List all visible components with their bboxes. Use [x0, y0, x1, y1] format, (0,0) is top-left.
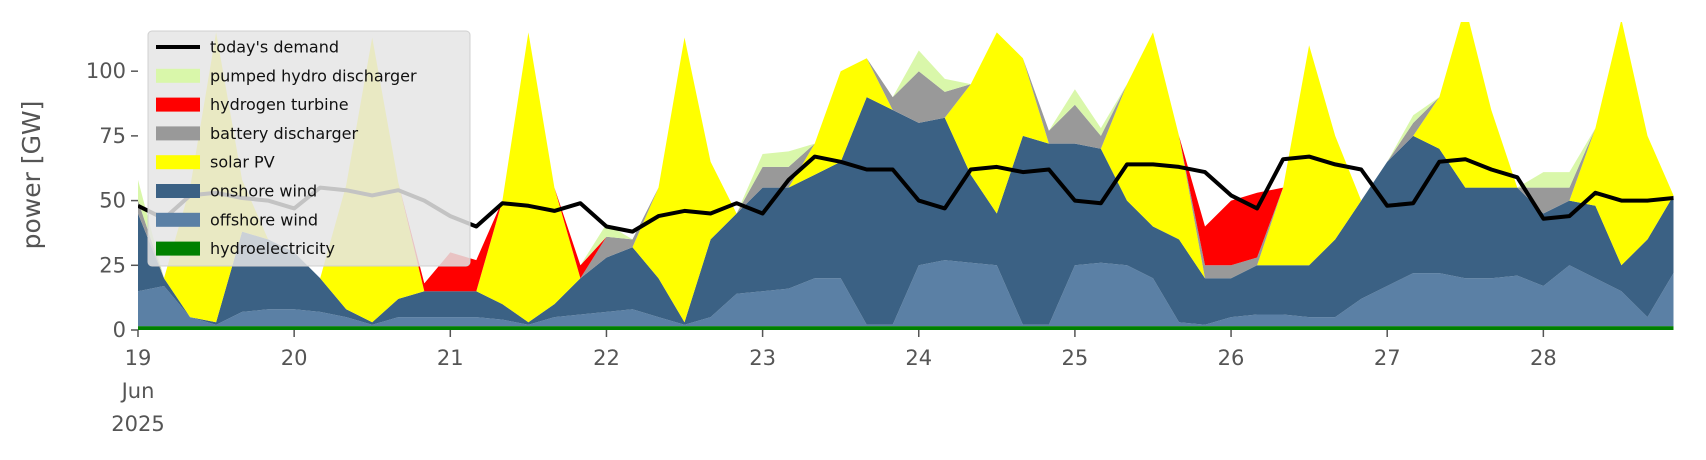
area: [138, 22, 1674, 323]
legend-label: solar PV: [210, 153, 275, 172]
axes: 0 25 50 75 100 19 Jun 2025 20 21 22 23 24 25 26 27 28: [86, 59, 1557, 436]
x-tick-label: 23: [749, 346, 776, 370]
y-tick-label: 25: [99, 253, 126, 277]
legend-label: onshore wind: [210, 182, 317, 201]
plot-area: [138, 22, 1674, 330]
x-tick-label: 22: [593, 346, 620, 370]
x-tick-label: 24: [905, 346, 932, 370]
x-tick-label: 19 Jun 2025: [111, 346, 164, 436]
y-axis-label: power [GW]: [17, 101, 46, 250]
legend-label: hydroelectricity: [210, 239, 335, 258]
legend-label: offshore wind: [210, 210, 318, 229]
legend-label: hydrogen turbine: [210, 95, 349, 114]
y-tick-label: 50: [99, 189, 126, 213]
legend-box: [147, 30, 471, 267]
x-tick-label: 20: [281, 346, 308, 370]
legend: today's demand pumped hydro discharger hyd…: [147, 30, 471, 267]
area: [138, 260, 1674, 327]
legend-swatch: [156, 68, 200, 83]
area: [138, 326, 1674, 330]
legend-label: pumped hydro discharger: [210, 66, 417, 85]
legend-swatch: [156, 212, 200, 227]
legend-swatch: [156, 241, 200, 256]
legend-swatch: [156, 155, 200, 170]
y-tick-label: 75: [99, 124, 126, 148]
x-tick-label: 27: [1374, 346, 1401, 370]
area: [138, 22, 1674, 284]
area: [138, 97, 1674, 325]
legend-swatch: [156, 97, 200, 112]
x-tick-label: 28: [1530, 346, 1557, 370]
x-tick-label: 25: [1062, 346, 1089, 370]
legend-swatch: [156, 184, 200, 198]
legend-label: today's demand: [210, 38, 339, 57]
x-tick-label: 21: [437, 346, 464, 370]
legend-swatch: [156, 126, 200, 141]
y-tick-label: 0: [113, 318, 126, 342]
legend-label: battery discharger: [210, 124, 358, 143]
x-tick-label: 26: [1218, 346, 1245, 370]
y-tick-label: 100: [86, 59, 126, 83]
